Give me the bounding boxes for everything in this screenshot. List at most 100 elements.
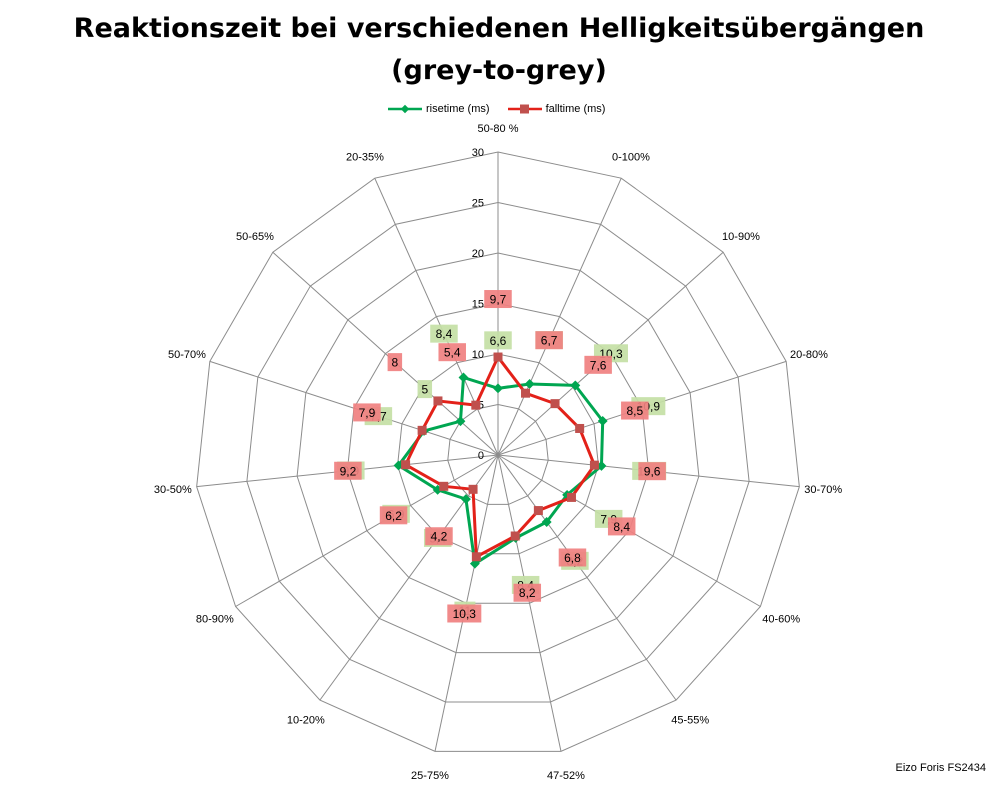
point-risetime — [541, 517, 552, 527]
legend-marker-falltime — [507, 104, 542, 114]
legend-label-falltime: falltime (ms) — [545, 103, 606, 115]
radial-tick-label: 5 — [478, 400, 484, 412]
category-label: 20-35% — [346, 151, 384, 163]
data-label-falltime: 10,3 — [453, 607, 477, 621]
data-label-bg-falltime — [535, 331, 563, 350]
point-falltime — [417, 425, 427, 435]
axis-spoke — [497, 454, 677, 701]
legend-entry-falltime: falltime (ms) — [507, 103, 606, 115]
data-label-bg-falltime — [513, 583, 542, 602]
point-risetime — [460, 494, 471, 505]
data-label-falltime: 6,7 — [541, 334, 558, 348]
data-label-bg-risetime — [484, 331, 512, 350]
data-label-bg-falltime — [353, 403, 381, 422]
data-label-bg-falltime — [387, 353, 403, 372]
grid-ring — [447, 403, 549, 505]
data-label-falltime: 9,6 — [644, 465, 661, 479]
category-label: 50-70% — [168, 349, 206, 361]
point-falltime — [439, 481, 449, 491]
category-label: 80-90% — [196, 614, 234, 626]
point-falltime — [521, 388, 531, 398]
category-label: 30-50% — [154, 484, 192, 496]
point-risetime — [455, 416, 466, 427]
data-label-bg-falltime — [438, 343, 466, 362]
category-label: 45-55% — [671, 715, 709, 727]
point-risetime — [570, 380, 581, 391]
point-risetime — [493, 383, 503, 394]
chart-title-line-1: Reaktionszeit bei verschiedenen Helligke… — [73, 13, 925, 44]
radial-tick-label: 20 — [472, 248, 484, 260]
point-falltime — [401, 460, 411, 470]
grid-ring — [296, 252, 700, 654]
data-label-bg-falltime — [379, 506, 408, 525]
point-risetime — [393, 460, 404, 471]
axis-spoke — [319, 454, 499, 701]
data-label-bg-falltime — [334, 461, 362, 480]
category-label: 20-80% — [790, 349, 828, 361]
data-label-falltime: 8,2 — [519, 586, 536, 600]
point-falltime — [471, 552, 481, 562]
category-label: 50-65% — [236, 231, 274, 243]
data-label-bg-falltime — [584, 355, 612, 374]
point-falltime — [510, 531, 520, 541]
axis-spoke — [497, 454, 562, 752]
axis-spoke — [497, 177, 622, 456]
data-label-bg-falltime — [621, 401, 649, 420]
data-label-falltime: 8,5 — [626, 404, 643, 418]
data-label-bg-falltime — [607, 517, 636, 536]
point-falltime — [433, 396, 443, 406]
data-label-falltime: 6,8 — [564, 551, 581, 565]
point-falltime — [471, 400, 481, 410]
data-label-falltime: 5,4 — [444, 346, 461, 360]
data-label-risetime: 8,4 — [436, 327, 453, 341]
legend-label-risetime: risetime (ms) — [426, 103, 490, 115]
series-line-falltime — [404, 355, 596, 559]
point-falltime — [550, 399, 560, 409]
category-label: 30-70% — [804, 484, 842, 496]
data-label-bg-falltime — [447, 604, 482, 623]
chart-title: Reaktionszeit bei verschiedenen Helligke… — [0, 8, 998, 92]
data-label-falltime: 7,9 — [359, 406, 376, 420]
point-falltime — [566, 492, 576, 502]
category-label: 10-20% — [287, 715, 325, 727]
category-label: 47-52% — [547, 770, 585, 782]
data-label-falltime: 4,2 — [431, 530, 448, 544]
grid-ring — [196, 151, 800, 752]
series-line-risetime — [397, 375, 605, 566]
grid-ring — [346, 302, 650, 604]
data-label-falltime: 7,6 — [590, 358, 607, 372]
axis-spoke — [374, 177, 499, 456]
radial-tick-label: 10 — [472, 349, 484, 361]
radial-tick-label: 0 — [478, 450, 484, 462]
radial-tick-label: 30 — [472, 147, 484, 159]
category-label: 0-100% — [612, 151, 650, 163]
point-risetime — [458, 372, 469, 383]
point-falltime — [468, 484, 478, 494]
point-falltime — [493, 352, 503, 362]
data-label-falltime: 8 — [392, 356, 399, 370]
data-label-bg-falltime — [638, 462, 666, 481]
point-falltime — [533, 506, 543, 516]
data-label-risetime: 6,6 — [490, 334, 507, 348]
data-label-bg-risetime — [417, 380, 433, 399]
point-falltime — [589, 460, 599, 470]
source-note: Eizo Foris FS2434 — [895, 762, 986, 774]
point-risetime — [596, 460, 607, 471]
data-label-falltime: 9,2 — [340, 464, 357, 478]
radial-tick-label: 25 — [472, 198, 484, 210]
data-label-falltime: 9,7 — [490, 293, 507, 307]
data-label-falltime: 6,2 — [385, 509, 402, 523]
axis-spoke — [235, 454, 499, 607]
data-label-risetime: 5 — [421, 383, 428, 397]
radial-tick-label: 15 — [472, 299, 484, 311]
category-label: 25-75% — [411, 770, 449, 782]
data-label-bg-falltime — [484, 290, 512, 309]
grid-ring — [397, 353, 599, 555]
legend-entry-risetime: risetime (ms) — [388, 103, 490, 115]
category-label: 50-80 % — [478, 123, 519, 135]
category-label: 40-60% — [762, 614, 800, 626]
point-risetime — [597, 416, 608, 426]
legend: risetime (ms) falltime (ms) — [388, 100, 623, 118]
grid-ring — [246, 201, 750, 703]
